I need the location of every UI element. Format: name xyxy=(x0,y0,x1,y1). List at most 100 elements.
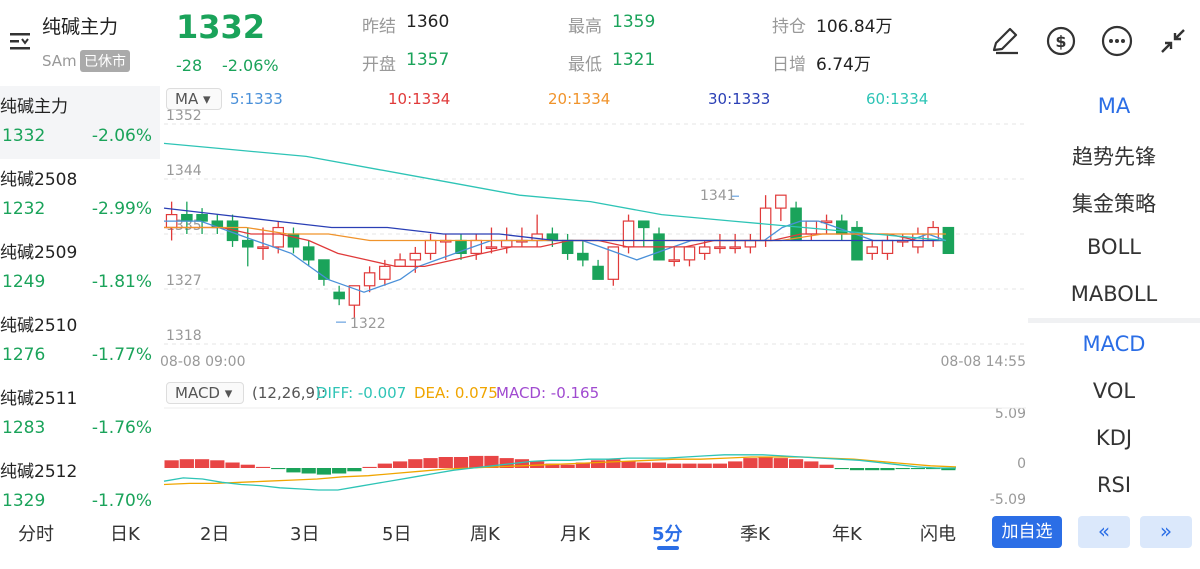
stat-value: 6.74万 xyxy=(816,55,871,75)
macd-bar xyxy=(926,468,941,470)
macd-diff-line xyxy=(163,454,956,491)
ma-line xyxy=(163,207,946,242)
period-tab[interactable]: 5日 xyxy=(382,524,412,545)
ma-legend-item: 5:1333 xyxy=(230,90,283,108)
period-tab[interactable]: 季K xyxy=(740,524,770,545)
contract-list-item[interactable]: 纯碱2511 1283 -1.76% xyxy=(0,378,160,451)
macd-bar xyxy=(712,463,728,468)
more-icon[interactable] xyxy=(1100,24,1134,58)
period-tab[interactable]: 周K xyxy=(470,524,500,545)
macd-bar xyxy=(590,460,606,468)
macd-bar xyxy=(895,468,910,470)
sub-indicator-option[interactable]: RSI xyxy=(1096,473,1132,497)
period-tab[interactable]: 2日 xyxy=(200,524,230,545)
candle xyxy=(363,272,376,287)
sort-menu-icon[interactable] xyxy=(8,30,34,52)
contract-list-item[interactable]: 纯碱主力 1332 -2.06% xyxy=(0,86,160,159)
main-indicator-option[interactable]: MABOLL xyxy=(1070,282,1158,306)
macd-dea-line xyxy=(163,456,957,486)
period-tab[interactable]: 年K xyxy=(832,524,862,545)
macd-bar xyxy=(408,459,423,468)
contract-item-name: 纯碱2510 xyxy=(0,316,78,336)
stat-value: 1360 xyxy=(406,12,450,32)
price-change-pct: -2.06% xyxy=(222,56,279,75)
period-tab[interactable]: 5分 xyxy=(652,524,683,545)
macd-bar xyxy=(240,464,255,468)
stat-label: 持仓 xyxy=(772,17,806,37)
macd-axis-label: 0 xyxy=(1017,456,1026,472)
candle xyxy=(379,265,391,280)
candle xyxy=(485,246,498,250)
macd-bar xyxy=(179,459,194,468)
stat-value: 1359 xyxy=(612,12,656,32)
ma-legend-item: 20:1334 xyxy=(548,90,611,108)
contract-list-item[interactable]: 纯碱2512 1329 -1.70% xyxy=(0,451,160,524)
macd-bar xyxy=(865,468,880,471)
contract-list-item[interactable]: 纯碱2508 1232 -2.99% xyxy=(0,159,160,232)
prev-button[interactable]: « xyxy=(1078,516,1130,548)
macd-bar xyxy=(423,458,438,468)
macd-bar xyxy=(514,459,530,468)
draw-pen-icon[interactable] xyxy=(988,24,1022,58)
next-button[interactable]: » xyxy=(1140,516,1192,548)
candle xyxy=(577,252,589,261)
main-indicator-option[interactable]: BOLL xyxy=(1087,235,1141,259)
stat-label: 日增 xyxy=(772,55,806,75)
macd-bar xyxy=(469,455,484,468)
macd-bar xyxy=(788,459,804,468)
main-indicator-option[interactable]: 集金策略 xyxy=(1072,192,1156,216)
currency-exchange-icon[interactable]: $ xyxy=(1044,24,1078,58)
contract-item-price: 1276 xyxy=(2,345,46,365)
contract-item-pct: -2.99% xyxy=(91,199,152,219)
candle xyxy=(607,246,620,280)
stat-label: 开盘 xyxy=(362,55,396,75)
sub-indicator-option[interactable]: VOL xyxy=(1092,379,1136,403)
macd-bar xyxy=(301,468,316,474)
macd-bar xyxy=(438,457,453,468)
last-price: 1332 xyxy=(176,8,266,46)
macd-bar xyxy=(910,468,926,470)
candle xyxy=(698,246,711,255)
candle xyxy=(424,239,437,255)
macd-bar xyxy=(210,460,225,468)
period-tab[interactable]: 3日 xyxy=(290,524,320,545)
main-indicator-option[interactable]: MA xyxy=(1097,94,1131,118)
macd-bar xyxy=(362,466,377,468)
contract-item-name: 纯碱2509 xyxy=(0,243,78,263)
macd-bar xyxy=(697,463,712,468)
contract-item-price: 1332 xyxy=(2,126,46,146)
candle xyxy=(181,213,193,222)
y-axis-label: 1318 xyxy=(166,328,202,344)
macd-bar xyxy=(621,461,636,468)
add-watchlist-button[interactable]: 加自选 xyxy=(992,516,1062,548)
ma-selector[interactable]: MA ▾ xyxy=(166,88,222,110)
macd-bar xyxy=(773,458,788,468)
contract-item-price: 1329 xyxy=(2,491,46,511)
candle xyxy=(637,220,650,229)
stat-label: 昨结 xyxy=(362,17,396,37)
collapse-icon[interactable] xyxy=(1156,24,1190,58)
candle xyxy=(241,239,254,248)
sub-indicator-option[interactable]: KDJ xyxy=(1095,426,1133,450)
contract-name: 纯碱主力 xyxy=(42,16,119,38)
period-tab[interactable]: 闪电 xyxy=(920,524,956,545)
main-indicator-option[interactable]: 趋势先锋 xyxy=(1072,145,1156,169)
macd-bar xyxy=(271,468,286,470)
stat-value: 1321 xyxy=(612,50,656,70)
candle xyxy=(622,220,635,248)
macd-dea: DEA: 0.075 xyxy=(414,384,498,402)
stat-label: 最低 xyxy=(568,55,602,75)
macd-value: MACD: -0.165 xyxy=(496,384,600,402)
period-tab[interactable]: 日K xyxy=(110,524,140,545)
x-axis-end-label: 08-08 14:55 xyxy=(941,354,1026,370)
contract-item-name: 纯碱主力 xyxy=(0,97,68,117)
macd-bar xyxy=(834,468,849,470)
contract-list-item[interactable]: 纯碱2510 1276 -1.77% xyxy=(0,305,160,378)
period-tab[interactable]: 分时 xyxy=(18,524,54,545)
macd-selector[interactable]: MACD ▾ xyxy=(166,382,244,404)
sub-indicator-option[interactable]: MACD xyxy=(1082,332,1146,356)
contract-list-item[interactable]: 纯碱2509 1249 -1.81% xyxy=(0,232,160,305)
macd-axis-label: -5.09 xyxy=(990,492,1026,508)
period-tab[interactable]: 月K xyxy=(560,524,590,545)
